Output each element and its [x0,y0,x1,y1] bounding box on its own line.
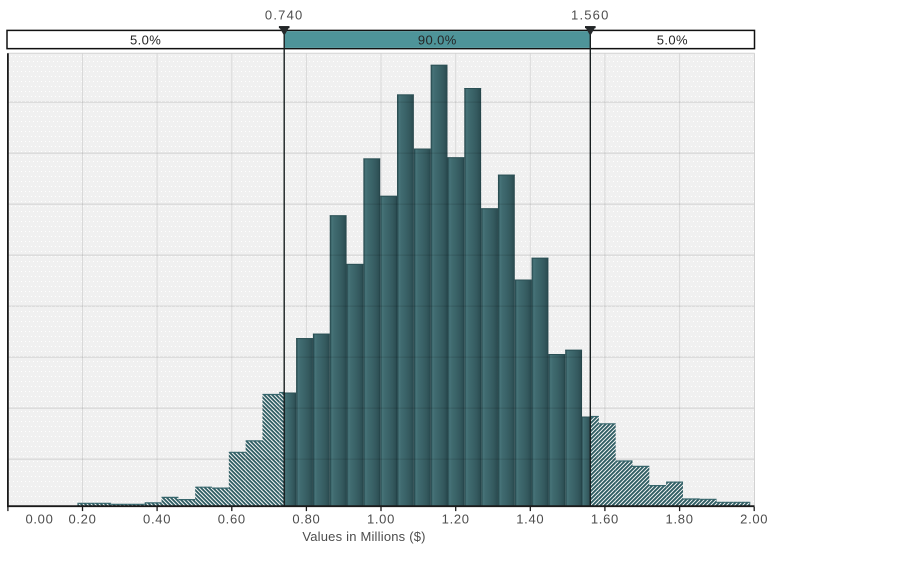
svg-text:1.60: 1.60 [591,512,619,527]
svg-text:0.40: 0.40 [143,512,171,527]
svg-text:1.20: 1.20 [442,512,470,527]
svg-text:1.560: 1.560 [571,8,610,23]
svg-text:1.00: 1.00 [367,512,395,527]
svg-text:1.80: 1.80 [666,512,694,527]
svg-text:0.60: 0.60 [218,512,246,527]
svg-text:1.40: 1.40 [516,512,544,527]
svg-text:0.740: 0.740 [265,8,304,23]
svg-text:5.0%: 5.0% [130,32,161,47]
svg-text:Values in Millions ($): Values in Millions ($) [302,529,425,544]
svg-text:5.0%: 5.0% [657,32,688,47]
svg-text:90.0%: 90.0% [418,32,457,47]
svg-text:0.20: 0.20 [68,512,96,527]
svg-text:0.00: 0.00 [25,512,53,527]
svg-text:2.00: 2.00 [740,512,768,527]
svg-text:0.80: 0.80 [292,512,320,527]
